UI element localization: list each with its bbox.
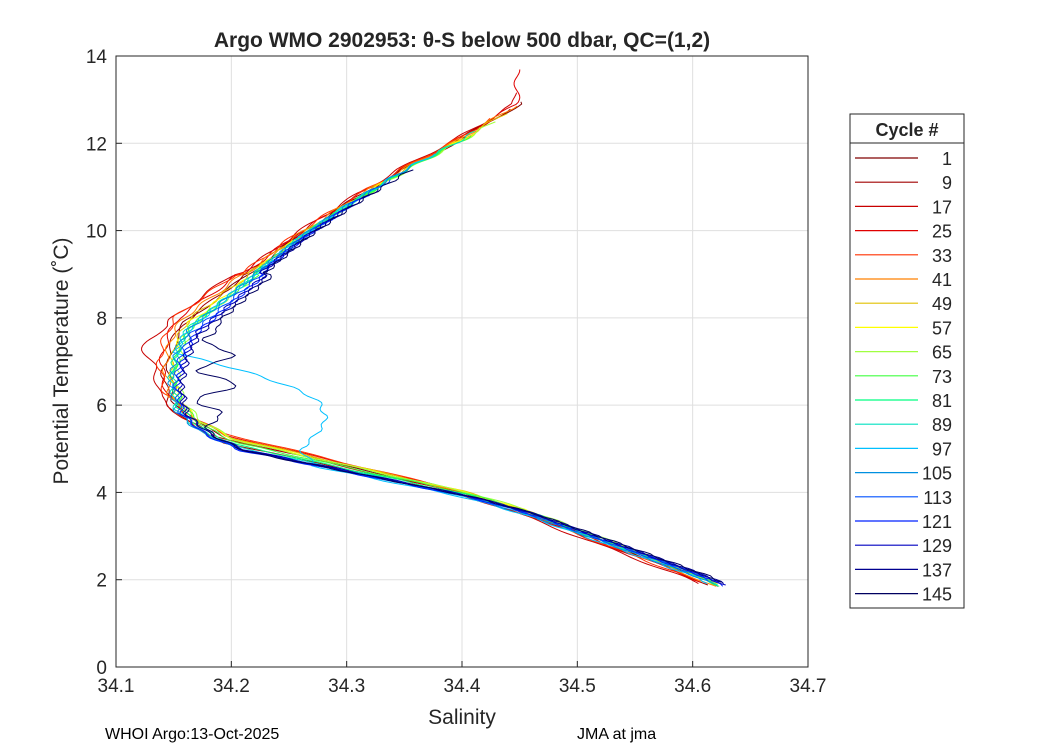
y-tick-label: 6: [96, 396, 107, 417]
y-tick-label: 4: [96, 483, 107, 504]
legend-entry: 49: [855, 294, 952, 314]
profile-trace-cycle-137: [179, 188, 724, 584]
legend: Cycle # 1 9 17 25 33 41 49 57 65 73 81 89 97 105 113 12…: [849, 113, 965, 609]
x-tick-label: 34.3: [328, 676, 365, 697]
y-axis-label: Potential Temperature (˚C): [50, 237, 73, 484]
legend-label: 113: [923, 488, 952, 508]
profile-trace-cycle-97: [172, 153, 708, 585]
footer-operator: JMA at jma: [577, 726, 657, 743]
x-axis-ticks: 34.1 34.2 34.3 34.4 34.5 34.6 34.7: [98, 661, 827, 697]
legend-label: 81: [932, 391, 952, 411]
x-axis-label: Salinity: [428, 706, 496, 729]
legend-entry: 73: [855, 367, 952, 387]
legend-label: 57: [932, 318, 952, 338]
legend-label: 121: [922, 512, 952, 532]
legend-label: 89: [932, 415, 952, 435]
legend-entry: 145: [855, 585, 952, 605]
legend-entry: 129: [855, 536, 952, 556]
legend-entry: 89: [855, 415, 952, 435]
legend-label: 9: [942, 173, 952, 193]
legend-label: 41: [932, 270, 952, 290]
legend-label: 17: [932, 197, 952, 217]
x-tick-label: 34.6: [674, 676, 711, 697]
x-tick-label: 34.1: [98, 676, 135, 697]
legend-entry: 137: [855, 560, 952, 580]
legend-entry: 57: [855, 318, 952, 338]
legend-label: 33: [932, 246, 952, 266]
legend-entry: 97: [855, 439, 952, 459]
legend-title: Cycle #: [875, 120, 938, 140]
legend-label: 97: [932, 439, 952, 459]
legend-entry: 9: [855, 173, 952, 193]
legend-entry: 17: [855, 197, 952, 217]
y-tick-label: 0: [96, 658, 107, 679]
legend-entry: 1: [855, 149, 952, 169]
y-tick-label: 10: [86, 222, 107, 243]
x-tick-label: 34.4: [444, 676, 481, 697]
y-axis-ticks: 0 2 4 6 8 10 12 14: [86, 47, 122, 679]
legend-label: 73: [932, 367, 952, 387]
profile-traces: [141, 69, 726, 587]
legend-entry: 113: [855, 488, 952, 508]
legend-label: 145: [922, 585, 952, 605]
legend-label: 65: [932, 343, 952, 363]
y-tick-label: 2: [96, 571, 107, 592]
legend-label: 1: [942, 149, 952, 169]
legend-label: 49: [932, 294, 952, 314]
y-tick-label: 12: [86, 134, 107, 155]
legend-label: 137: [922, 560, 952, 580]
footer-source: WHOI Argo:13-Oct-2025: [105, 726, 280, 743]
legend-label: 25: [932, 222, 952, 242]
legend-items: 1 9 17 25 33 41 49 57 65 73 81 89 97 105 113 121 129 137 1…: [855, 149, 952, 605]
legend-entry: 121: [855, 512, 952, 532]
legend-entry: 105: [855, 464, 952, 484]
y-tick-label: 8: [96, 309, 107, 330]
chart-title: Argo WMO 2902953: θ-S below 500 dbar, QC…: [214, 29, 710, 52]
y-tick-label: 14: [86, 47, 108, 68]
legend-entry: 81: [855, 391, 952, 411]
legend-entry: 65: [855, 343, 952, 363]
legend-label: 105: [922, 464, 952, 484]
legend-entry: 33: [855, 246, 952, 266]
legend-box: [849, 113, 965, 609]
legend-entry: 25: [855, 222, 952, 242]
legend-entry: 41: [855, 270, 952, 290]
x-tick-label: 34.5: [559, 676, 596, 697]
x-tick-label: 34.2: [213, 676, 250, 697]
x-tick-label: 34.7: [790, 676, 827, 697]
profile-trace-cycle-145: [195, 169, 722, 583]
legend-label: 129: [922, 536, 952, 556]
